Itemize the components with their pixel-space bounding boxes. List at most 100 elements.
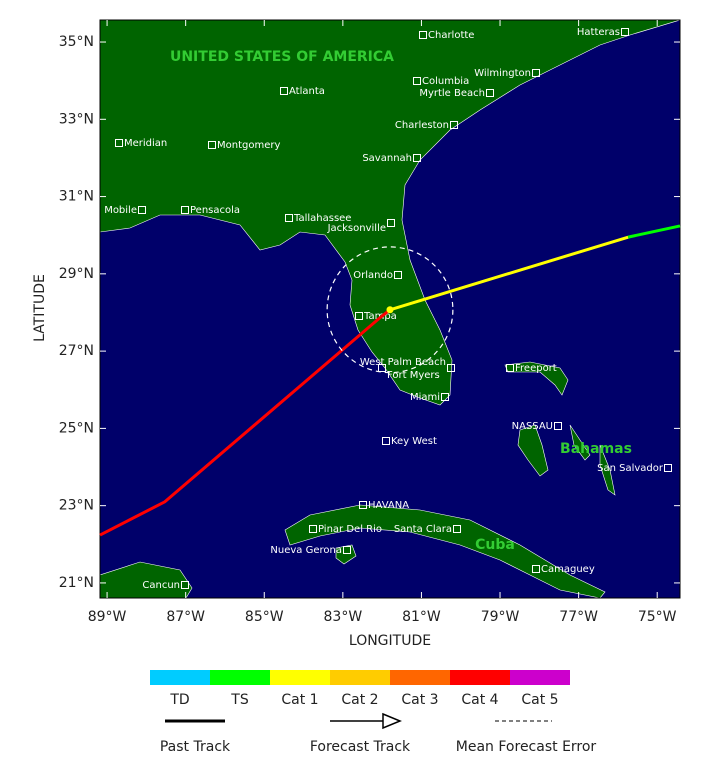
x-tick-label: 77°W [559,609,598,625]
city-marker [208,141,216,149]
legend-swatch [270,670,330,685]
city-marker [138,206,146,214]
x-tick-label: 87°W [166,609,205,625]
city-label: Savannah [362,153,412,164]
legend-label: Cat 2 [341,692,378,708]
city-label: Miami [410,392,440,403]
city-label: Fort Myers [387,370,440,381]
city-marker [532,69,540,77]
legend-label: Cat 4 [461,692,498,708]
legend-swatch [450,670,510,685]
cat-island [599,444,616,496]
legend-label: Past Track [160,739,231,755]
city-marker [450,121,458,129]
city-marker [447,364,455,372]
x-tick-label: 89°W [88,609,127,625]
country-label: Bahamas [560,441,632,457]
yucatan-land [100,561,193,598]
city-label: NASSAU [512,421,553,432]
city-label: Montgomery [217,140,280,151]
city-label: Cancun [142,580,180,591]
legend-label: Mean Forecast Error [456,739,597,755]
city-marker [413,154,421,162]
city-label: Charleston [395,120,449,131]
city-marker [343,546,351,554]
city-label: San Salvador [597,463,664,474]
forecast-arrow [382,712,402,730]
country-label: Cuba [475,537,515,553]
city-label: Tallahassee [293,213,351,224]
city-marker [419,31,427,39]
city-marker [664,464,672,472]
y-tick-label: 29°N [59,266,94,282]
city-label: Camaguey [541,564,595,575]
city-label: Myrtle Beach [419,88,485,99]
y-tick-label: 31°N [59,189,94,205]
city-marker [506,364,514,372]
city-marker [554,422,562,430]
legend-swatch [510,670,570,685]
city-marker [441,393,449,401]
grand-bahama [504,361,569,396]
city-label: Hatteras [577,27,620,38]
y-tick-label: 27°N [59,343,94,359]
city-label: Columbia [422,76,469,87]
cuba-land [284,504,606,598]
city-label: Nueva Gerona [270,545,342,556]
error-circle [326,246,454,374]
x-tick-label: 75°W [638,609,677,625]
y-tick-label: 23°N [59,498,94,514]
andros-island [517,424,549,477]
city-label: Key West [391,436,437,447]
city-label: Atlanta [289,86,325,97]
city-marker [359,501,367,509]
x-tick-label: 81°W [402,609,441,625]
city-marker [181,206,189,214]
city-label: Pensacola [190,205,240,216]
city-marker [394,271,402,279]
city-marker [309,525,317,533]
x-tick-label: 85°W [245,609,284,625]
city-marker [532,565,540,573]
city-marker [280,87,288,95]
legend-label: TD [169,692,189,708]
usa-land [100,20,680,406]
y-tick-label: 35°N [59,34,94,50]
city-label: HAVANA [368,500,409,511]
city-marker [413,77,421,85]
x-axis-label: LONGITUDE [349,633,431,649]
city-label: Freeport [515,363,557,374]
city-marker [382,437,390,445]
city-marker [378,364,386,372]
city-marker [181,581,189,589]
legend-label: Cat 5 [521,692,558,708]
legend-swatch [150,670,210,685]
city-label: Pinar Del Rio [318,524,382,535]
city-marker [115,139,123,147]
x-tick-label: 83°W [324,609,363,625]
legend-label: Cat 1 [281,692,318,708]
city-marker [453,525,461,533]
y-tick-label: 21°N [59,575,94,591]
city-label: Charlotte [428,30,474,41]
map-frame [99,19,681,599]
city-label: Mobile [104,205,137,216]
x-tick-label: 79°W [481,609,520,625]
city-label: Orlando [353,270,393,281]
forecast-track [389,235,629,312]
legend-swatch [330,670,390,685]
city-marker [486,89,494,97]
map [100,20,680,598]
city-label: Jacksonville [327,223,386,234]
legend-swatch [390,670,450,685]
y-tick-label: 25°N [59,420,94,436]
legend-label: Cat 3 [401,692,438,708]
eleuthera [569,424,591,461]
legend-label: TS [230,692,249,708]
legend-label: Forecast Track [310,739,411,755]
city-label: Meridian [124,138,167,149]
city-marker [285,214,293,222]
current-position [386,306,394,314]
city-label: West Palm Beach [360,357,446,368]
